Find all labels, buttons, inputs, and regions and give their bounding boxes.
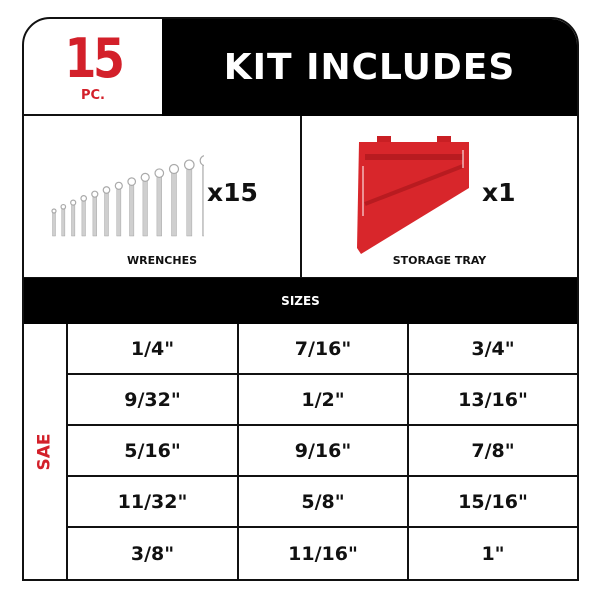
size-cell: 15/16"	[409, 477, 577, 528]
size-cell: 11/32"	[68, 477, 239, 528]
wrench	[183, 159, 195, 237]
tray-label: STORAGE TRAY	[392, 254, 487, 267]
size-cell: 1"	[481, 542, 505, 565]
size-cell: 5/16"	[68, 426, 239, 477]
item-wrenches: x15 WRENCHES	[24, 116, 302, 279]
wrench-set-image	[51, 155, 204, 237]
wrench	[70, 199, 77, 237]
size-cell: 7/8"	[409, 426, 577, 477]
kit-infographic: 15 PC. KIT INCLUDES x15 WRENCHES x1 STOR…	[22, 17, 579, 581]
wrench	[114, 181, 123, 237]
wrench	[60, 203, 67, 237]
wrench-quantity: x15	[207, 178, 258, 207]
wrench	[168, 163, 180, 237]
wrench	[154, 168, 165, 237]
sizes-heading: SIZES	[24, 278, 577, 324]
wrench	[102, 186, 111, 237]
size-cell: 3/8"	[68, 528, 239, 579]
storage-tray-image	[357, 136, 469, 254]
item-storage-tray: x1 STORAGE TRAY	[302, 116, 577, 279]
wrench	[140, 172, 150, 237]
wrench	[80, 195, 88, 237]
wrench	[199, 155, 204, 237]
size-cell: 7/16"	[239, 324, 409, 375]
size-cell: 11/16"	[239, 528, 409, 579]
wrench	[127, 177, 137, 237]
size-cell: 1/2"	[239, 375, 409, 426]
sae-label-cell: SAE	[24, 324, 68, 579]
wrench	[51, 208, 57, 237]
sizes-grid: 1/4" 7/16" 3/4" 9/32" 1/2" 13/16" 5/16" 9/16" 7/…	[68, 324, 577, 579]
piece-count: 15	[64, 27, 124, 90]
size-cell: 9/16"	[239, 426, 409, 477]
piece-count-box: 15 PC.	[24, 19, 164, 116]
size-cell: 1/4"	[68, 324, 239, 375]
piece-count-unit: PC.	[80, 88, 105, 103]
wrench	[91, 190, 99, 237]
size-cell: 3/4"	[409, 324, 577, 375]
wrench-label: WRENCHES	[126, 254, 198, 267]
kit-title: KIT INCLUDES	[162, 19, 577, 116]
tray-quantity: x1	[482, 178, 516, 207]
sae-label: SAE	[34, 432, 55, 471]
size-cell: 9/32"	[68, 375, 239, 426]
size-cell: 5/8"	[239, 477, 409, 528]
size-cell: 13/16"	[409, 375, 577, 426]
